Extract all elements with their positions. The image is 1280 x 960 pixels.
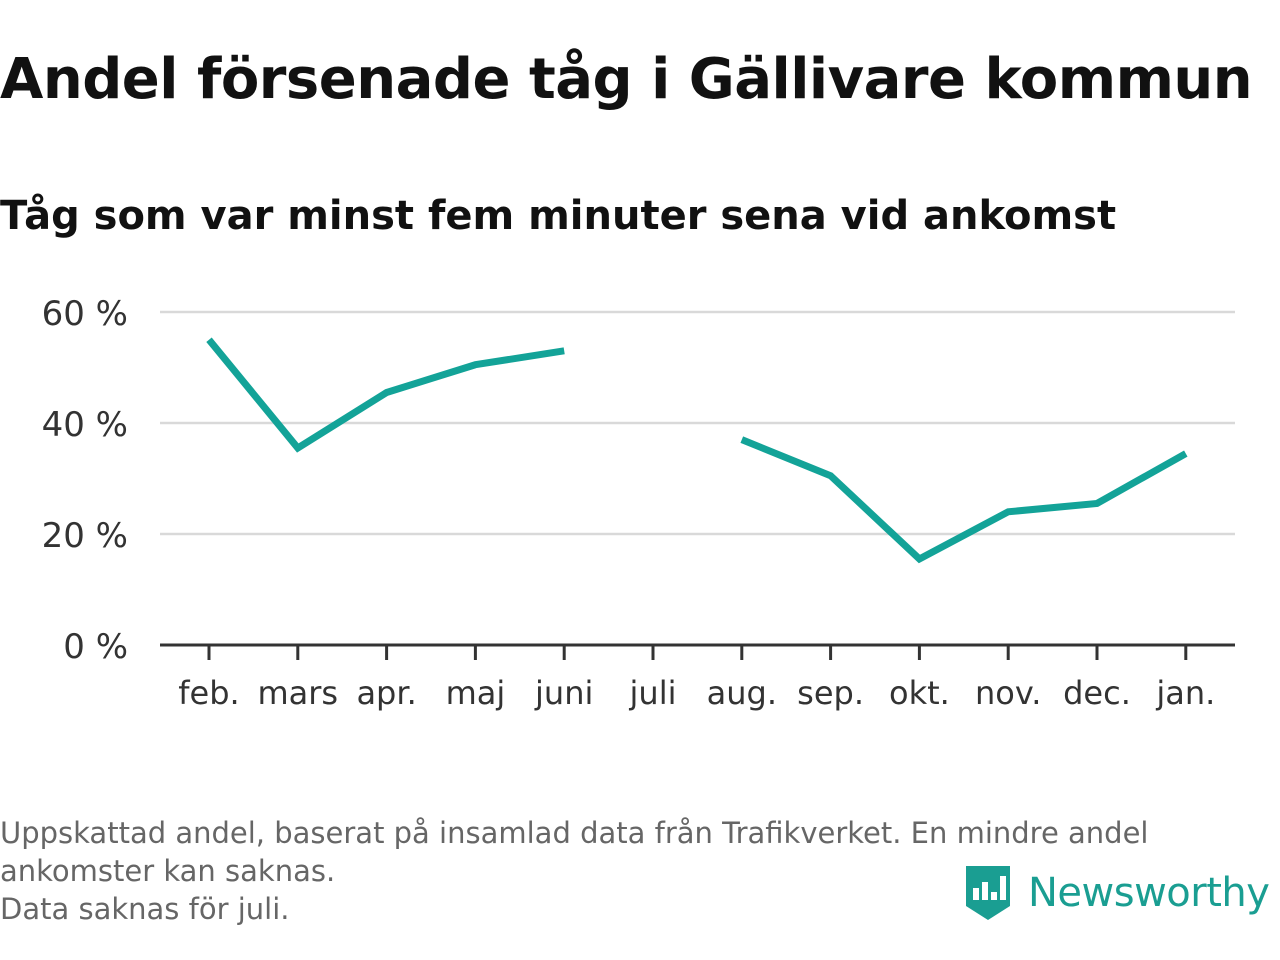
footnote-line-3: Data saknas för juli. [0,892,290,926]
x-tick-label: juni [534,674,593,712]
y-tick-label: 40 % [42,405,128,445]
y-tick-label: 0 % [63,627,128,667]
newsworthy-logo-icon [966,866,1010,920]
footnote: Uppskattad andel, baserat på insamlad da… [0,814,1270,928]
footnote-line-1: Uppskattad andel, baserat på insamlad da… [0,816,1149,850]
chart-subtitle: Tåg som var minst fem minuter sena vid a… [0,193,1117,239]
brand-logo: Newsworthy [962,862,1270,924]
x-tick-label: nov. [975,674,1041,712]
series-line-segment [206,337,565,453]
x-tick-label: aug. [707,674,777,712]
x-tick-label: jan. [1155,674,1215,712]
y-tick-label: 20 % [42,516,128,556]
chart-title: Andel försenade tåg i Gällivare kommun [0,47,1253,112]
x-tick-label: okt. [889,674,950,712]
x-axis [160,643,1235,660]
grid-lines [160,310,1235,536]
y-axis-labels: 0 % 20 % 40 % 60 % [42,294,128,667]
y-tick-label: 60 % [42,294,128,334]
x-tick-label: juli [629,674,677,712]
x-tick-label: maj [446,674,506,712]
footnote-line-2: ankomster kan saknas. [0,854,336,888]
brand-name: Newsworthy [1028,870,1270,916]
series-lines [206,337,1188,564]
x-tick-label: apr. [356,674,416,712]
series-line-segment [740,436,1188,564]
x-axis-labels: feb. mars apr. maj juni juli aug. sep. okt. nov. d… [178,674,1215,712]
x-tick-label: sep. [797,674,864,712]
x-tick-label: feb. [178,674,239,712]
line-chart: 0 % 20 % 40 % 60 % feb. mars apr. maj juni juli a… [42,294,1235,712]
x-tick-label: mars [257,674,338,712]
x-tick-label: dec. [1063,674,1131,712]
